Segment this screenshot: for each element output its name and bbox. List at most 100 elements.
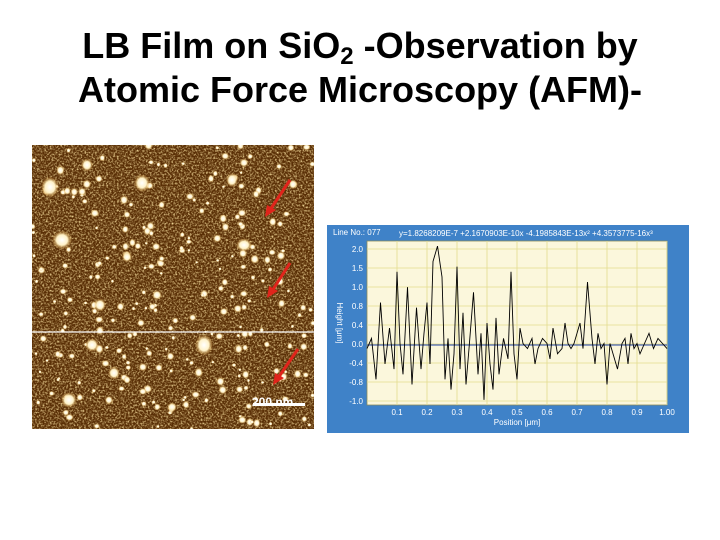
afm-particle [156, 424, 160, 429]
afm-particle [85, 338, 99, 352]
afm-particle [62, 409, 70, 416]
afm-particle [203, 397, 209, 404]
afm-particle [260, 278, 266, 283]
afm-particle [188, 360, 195, 366]
title-subscript: 2 [340, 43, 354, 70]
afm-particle [166, 352, 175, 361]
afm-particle [104, 255, 110, 261]
afm-particle [63, 310, 69, 317]
afm-particle [39, 335, 48, 343]
x-tick-label: 0.5 [511, 408, 523, 417]
title-line-1-text: LB Film on SiO [82, 25, 341, 66]
afm-particle [145, 350, 153, 357]
afm-particle [239, 158, 249, 168]
afm-particle [281, 395, 289, 402]
afm-particle [207, 174, 215, 183]
afm-particle [260, 380, 265, 385]
afm-particle [218, 267, 222, 271]
afm-particle [156, 260, 165, 268]
afm-particle [59, 288, 67, 295]
afm-particle [210, 332, 214, 336]
afm-particle [94, 298, 106, 312]
afm-particle [32, 230, 36, 235]
afm-particle [76, 380, 82, 386]
afm-particle [163, 162, 168, 169]
afm-particle [185, 192, 195, 201]
afm-particle [136, 319, 145, 327]
y-tick-label: -0.4 [349, 359, 363, 368]
afm-particle [93, 423, 100, 429]
afm-particle [95, 326, 105, 335]
afm-particle [156, 162, 161, 167]
y-tick-label: 0.4 [352, 321, 364, 330]
afm-particle [121, 353, 127, 360]
afm-particle [52, 230, 72, 250]
afm-particle [70, 187, 79, 197]
afm-particle [128, 202, 134, 208]
x-axis-label: Position [μm] [494, 418, 540, 427]
afm-particle [287, 342, 293, 350]
afm-particle [123, 375, 131, 384]
afm-particle [240, 264, 247, 270]
afm-particle [52, 299, 57, 304]
afm-particle [246, 417, 254, 427]
afm-particle [307, 307, 314, 313]
afm-particle [65, 413, 74, 421]
afm-particle [219, 214, 228, 224]
title-line-1: LB Film on SiO2 -Observation by [0, 24, 720, 70]
title-line-1-text-post: -Observation by [353, 25, 638, 66]
afm-particle [134, 174, 150, 192]
afm-particle [213, 234, 222, 243]
title-line-2: Atomic Force Microscopy (AFM)- [77, 69, 643, 110]
afm-particle [246, 298, 252, 304]
afm-particle [283, 211, 290, 217]
afm-particle [82, 179, 92, 189]
afm-particle [144, 306, 148, 310]
afm-particle [118, 385, 125, 392]
afm-particle [63, 186, 71, 195]
afm-particle [188, 314, 197, 322]
afm-particle [61, 262, 69, 269]
afm-particle [94, 316, 104, 324]
y-tick-label: 1.0 [352, 283, 364, 292]
afm-particle [236, 333, 241, 338]
afm-particle [125, 360, 131, 365]
afm-particle [301, 415, 308, 423]
afm-particle [158, 201, 165, 209]
afm-particle [231, 362, 237, 368]
afm-particle [167, 325, 174, 331]
afm-particle [247, 153, 254, 160]
afm-particle [210, 360, 215, 364]
profile-series-line [366, 245, 668, 400]
afm-particle [108, 366, 120, 380]
x-tick-label: 0.6 [541, 408, 553, 417]
afm-particle [134, 242, 142, 250]
afm-particle [94, 226, 99, 230]
afm-particle [138, 362, 148, 372]
afm-particle [181, 398, 186, 402]
afm-particle [110, 279, 115, 284]
afm-particle [300, 332, 308, 339]
afm-particle [280, 248, 286, 253]
afm-particle [219, 307, 229, 316]
afm-particle [237, 221, 244, 227]
afm-particle [34, 279, 39, 284]
afm-particle [83, 301, 88, 305]
afm-particle [119, 195, 129, 205]
y-tick-label: -1.0 [349, 397, 363, 406]
afm-particle [235, 385, 244, 394]
y-tick-label: 0.0 [352, 340, 364, 349]
afm-particle [122, 225, 129, 234]
afm-particle [286, 289, 291, 293]
afm-particle [253, 396, 258, 401]
y-tick-label: 1.5 [352, 264, 364, 273]
afm-particle [221, 222, 230, 232]
afm-particle [66, 296, 74, 303]
afm-particle [195, 260, 199, 264]
afm-particle [54, 350, 61, 358]
line-profile-panel: Line No.: 077 y=1.8268209E-7 +2.1670903E… [327, 225, 689, 433]
afm-particle [116, 302, 125, 311]
afm-particle [56, 165, 65, 176]
afm-particle [34, 351, 38, 356]
afm-particle [123, 211, 131, 219]
